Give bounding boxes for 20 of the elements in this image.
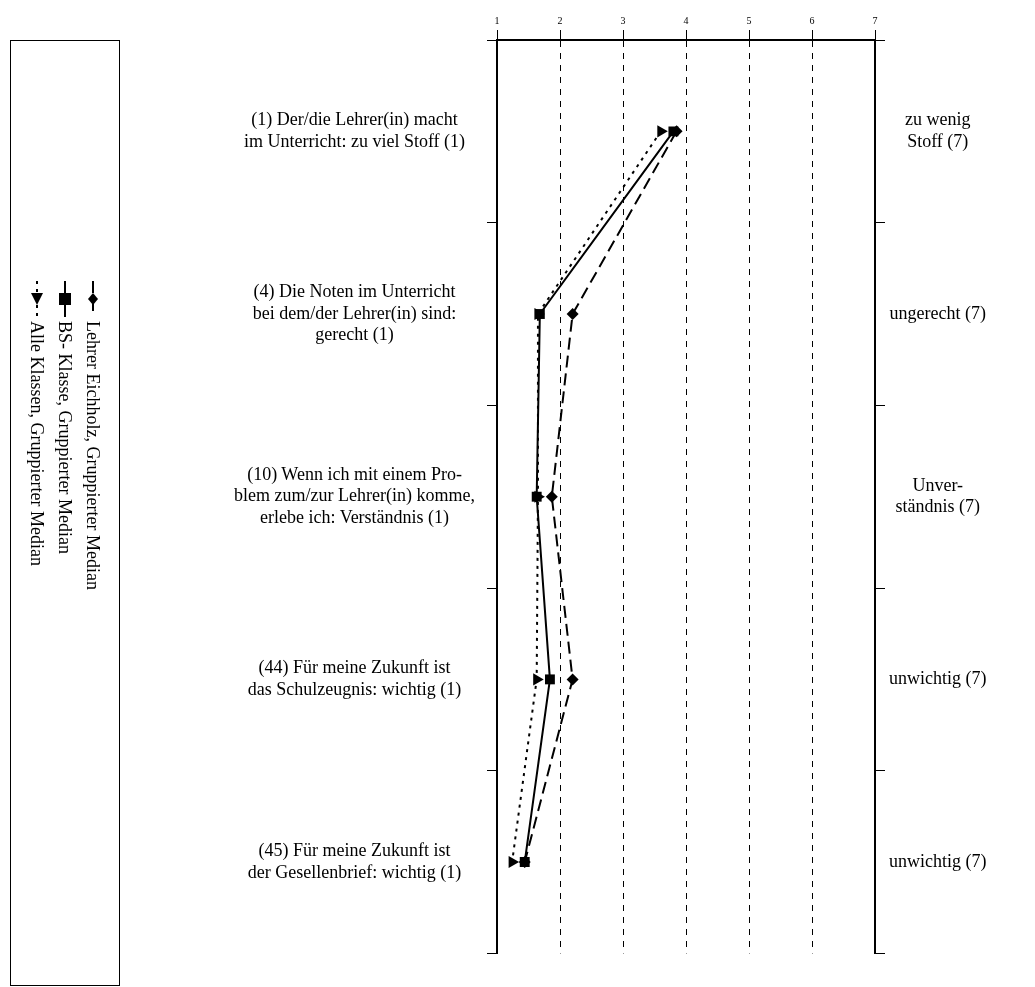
- y2-tick-label: ungerecht (7): [889, 302, 986, 324]
- legend-label: Alle Klassen, Gruppierter Median: [26, 321, 48, 566]
- x-tick-label: 2: [557, 14, 563, 26]
- x-tick-label: 1: [494, 14, 500, 26]
- legend-label: Lehrer Eichholz, Gruppierter Median: [82, 321, 104, 590]
- y-tick-label: (10) Wenn ich mit einem Pro- blem zum/zur Lehrer(in) komme, erlebe ich: Verständnis (1): [234, 463, 476, 529]
- y-tick-label: (44) Für meine Zukunft ist das Schulzeugnis: wichtig (1): [247, 657, 462, 700]
- x-tick-label: 5: [746, 14, 752, 26]
- y2-tick-label: unwichtig (7): [889, 850, 987, 872]
- x-tick-label: 7: [872, 14, 878, 26]
- y-tick-label: (4) Die Noten im Unterricht bei dem/der Lehrer(in) sind: gerecht (1): [252, 281, 457, 346]
- y2-tick-label: Unver- ständnis (7): [895, 474, 980, 518]
- y-tick-label: (45) Für meine Zukunft ist der Gesellenbrief: wichtig (1): [247, 839, 462, 883]
- x-tick-label: 3: [620, 14, 626, 26]
- x-tick-label: 6: [809, 14, 815, 26]
- y-tick-label: (1) Der/die Lehrer(in) macht im Unterricht: zu viel Stoff (1): [243, 109, 466, 152]
- y2-tick-label: unwichtig (7): [889, 668, 987, 690]
- legend-label: BS- Klasse, Gruppierter Median: [54, 321, 76, 554]
- x-tick-label: 4: [683, 14, 689, 26]
- y2-tick-label: zu wenig Stoff (7): [905, 109, 971, 152]
